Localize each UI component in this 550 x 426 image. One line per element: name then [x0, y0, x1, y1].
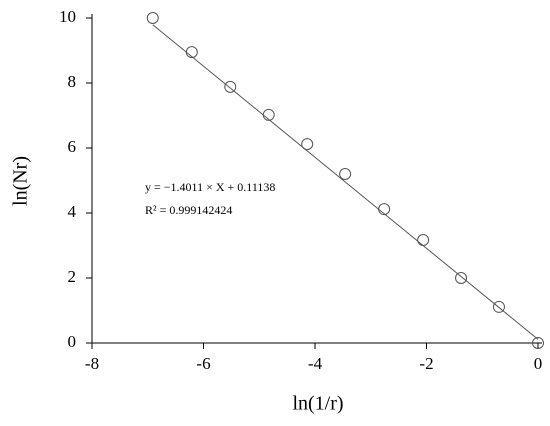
- x-tick-label: -2: [419, 354, 433, 373]
- y-axis-label: ln(Nr): [10, 156, 32, 206]
- y-tick-label: 6: [68, 137, 77, 156]
- point: [262, 108, 275, 121]
- y-tick-label: 10: [59, 7, 76, 26]
- point: [146, 12, 159, 24]
- point: [224, 80, 237, 93]
- point: [339, 168, 352, 180]
- y-tick-label: 2: [68, 267, 77, 286]
- point: [455, 272, 468, 284]
- point: [492, 300, 505, 313]
- point: [301, 138, 314, 151]
- point: [378, 203, 391, 216]
- x-tick-label: -4: [308, 354, 323, 373]
- fit-equation: y = −1.4011 × X + 0.11138: [145, 180, 275, 194]
- y-tick-label: 8: [68, 72, 77, 91]
- y-tick-label: 4: [68, 202, 77, 221]
- point: [417, 233, 430, 246]
- x-tick-label: 0: [534, 354, 543, 373]
- y-tick-label: 0: [68, 332, 77, 351]
- point: [185, 46, 198, 59]
- r-squared: R² = 0.999142424: [145, 203, 232, 217]
- x-axis-label: ln(1/r): [292, 393, 343, 415]
- x-tick-label: -8: [85, 354, 99, 373]
- x-tick-label: -6: [196, 354, 210, 373]
- point: [532, 337, 544, 349]
- fit-line: [152, 24, 539, 340]
